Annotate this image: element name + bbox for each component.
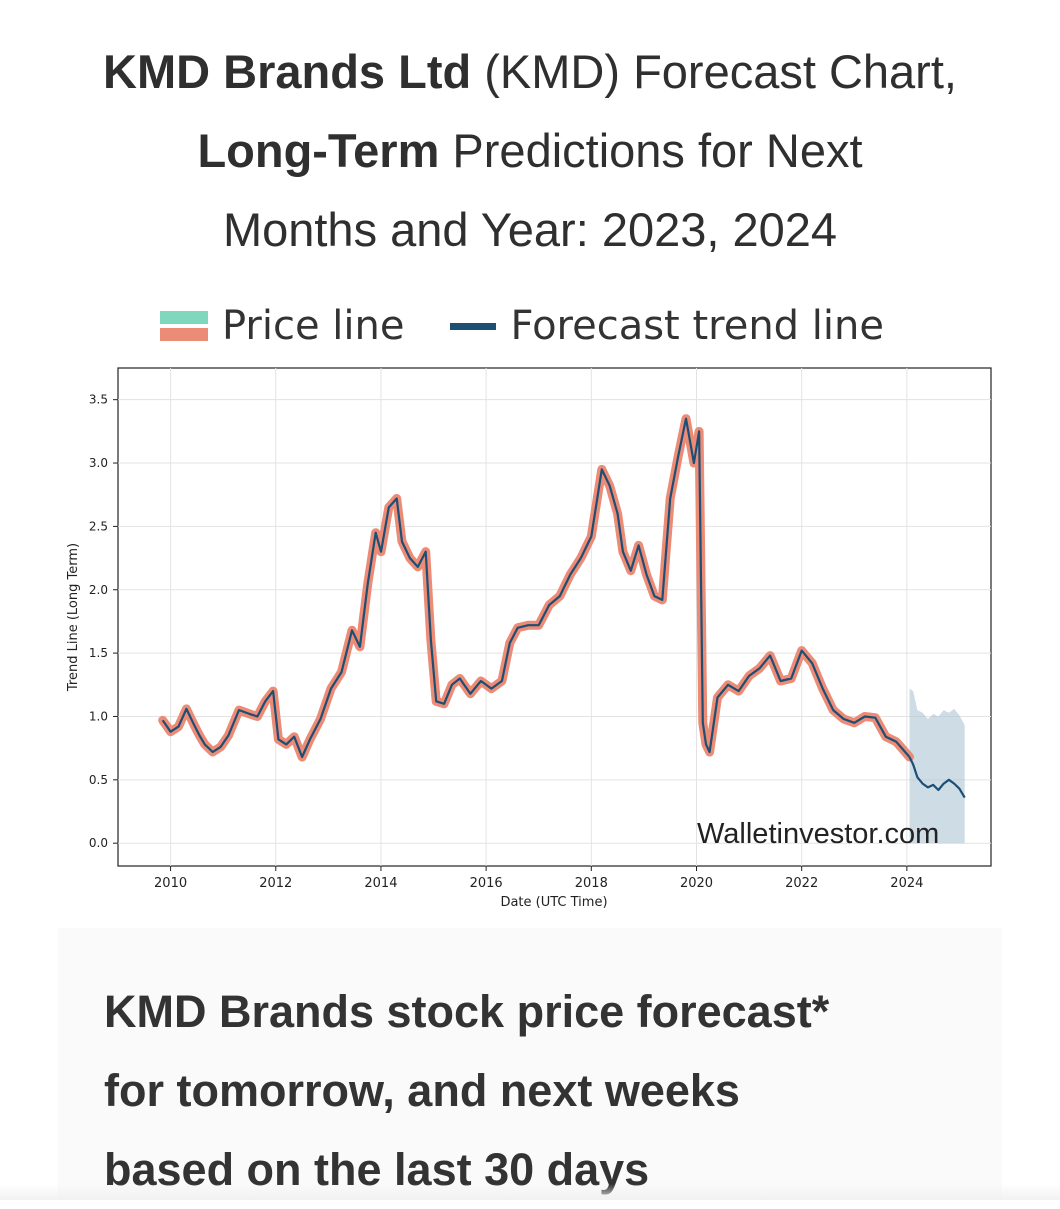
heading-line-2: for tomorrow, and next weeks xyxy=(104,1065,740,1116)
x-tick-label: 2016 xyxy=(470,876,503,891)
y-tick-label: 2.0 xyxy=(89,583,108,597)
x-tick-label: 2024 xyxy=(890,876,923,891)
section-heading: KMD Brands stock price forecast* for tom… xyxy=(58,928,1002,1209)
y-tick-label: 2.5 xyxy=(89,519,108,533)
y-tick-label: 3.0 xyxy=(89,456,108,470)
x-axis-title: Date (UTC Time) xyxy=(500,895,607,910)
x-tick-label: 2020 xyxy=(680,876,713,891)
price-trend-line xyxy=(161,417,911,759)
title-ticker: (KMD) Forecast Chart, xyxy=(471,45,957,98)
x-tick-label: 2014 xyxy=(364,876,397,891)
y-tick-label: 1.0 xyxy=(89,709,108,723)
legend-price-label: Price line xyxy=(222,303,405,349)
chart-legend: Price line Forecast trend line xyxy=(160,300,930,352)
forecast-line-swatch xyxy=(450,322,497,330)
y-tick-label: 1.5 xyxy=(89,646,108,660)
confidence-band xyxy=(909,688,965,844)
x-tick-label: 2012 xyxy=(259,876,292,891)
watermark-text: Walletinvestor.com xyxy=(697,818,939,850)
y-tick-label: 3.5 xyxy=(89,393,108,407)
page-title: KMD Brands Ltd (KMD) Forecast Chart, Lon… xyxy=(0,32,1060,269)
forecast-trend-line xyxy=(908,756,966,799)
title-predictions: Predictions for Next xyxy=(439,124,863,177)
price-line-swatch xyxy=(160,311,208,341)
plot-area xyxy=(117,367,992,867)
x-tick-label: 2010 xyxy=(154,876,187,891)
title-company: KMD Brands Ltd xyxy=(103,45,472,98)
axis-ticks: 2010 2012 2014 2016 2018 2020 2022 2024 0.0 0.5 1.… xyxy=(89,393,923,891)
bottom-fade xyxy=(0,1184,1060,1200)
legend-forecast-label: Forecast trend line xyxy=(510,303,884,349)
y-tick-label: 0.5 xyxy=(89,773,108,787)
forecast-chart: 2010 2012 2014 2016 2018 2020 2022 2024 0.0 0.5 1.… xyxy=(66,367,992,910)
title-long-term: Long-Term xyxy=(197,124,440,177)
heading-line-1: KMD Brands stock price forecast* xyxy=(104,986,830,1037)
forecast-section: KMD Brands stock price forecast* for tom… xyxy=(58,928,1002,1200)
y-tick-label: 0.0 xyxy=(89,836,108,850)
x-tick-label: 2022 xyxy=(785,876,818,891)
x-tick-label: 2018 xyxy=(575,876,608,891)
legend-item-forecast: Forecast trend line xyxy=(450,303,884,349)
y-axis-title: Trend Line (Long Term) xyxy=(66,543,81,692)
title-years: Months and Year: 2023, 2024 xyxy=(222,203,838,256)
legend-item-price: Price line xyxy=(160,303,404,349)
